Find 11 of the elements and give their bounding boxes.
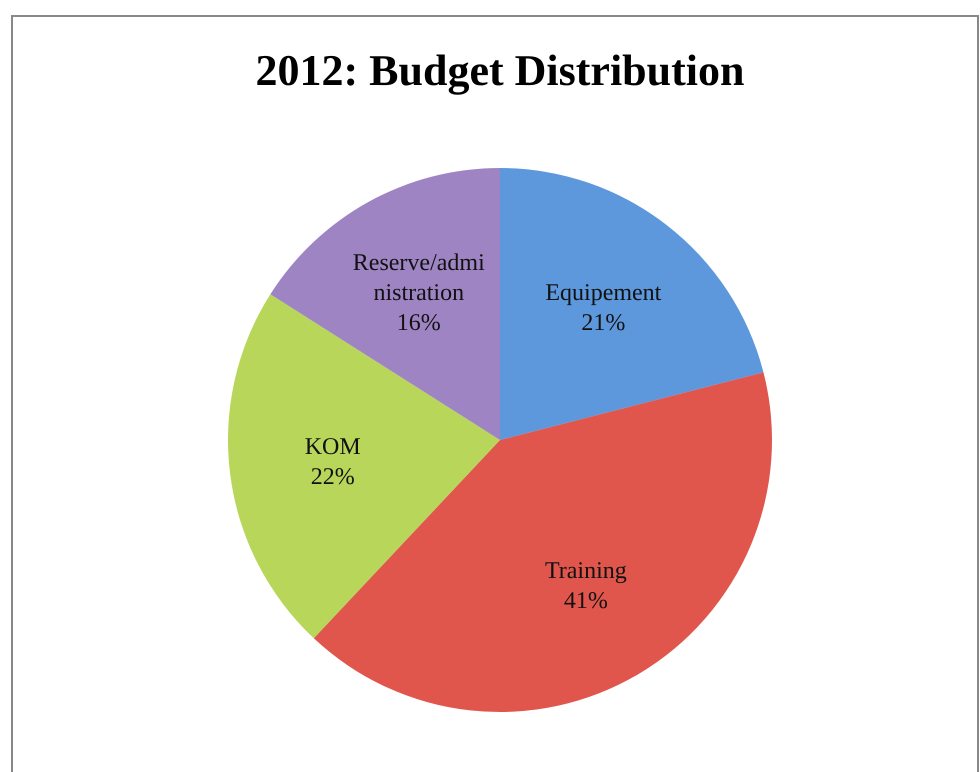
slice-label: Training: [544, 558, 627, 584]
slice-label: KOM: [304, 434, 361, 460]
pie-slice: [500, 168, 764, 440]
data-label: 21%: [581, 310, 626, 336]
chart-title: 2012: Budget Distribution: [256, 46, 744, 95]
data-label: 16%: [396, 310, 441, 336]
slice-label: Equipement: [545, 280, 662, 306]
data-label: 22%: [310, 464, 355, 490]
pie-slice: [270, 168, 500, 440]
data-label: 41%: [564, 588, 608, 614]
slice-label: Reserve/administration: [352, 250, 486, 306]
